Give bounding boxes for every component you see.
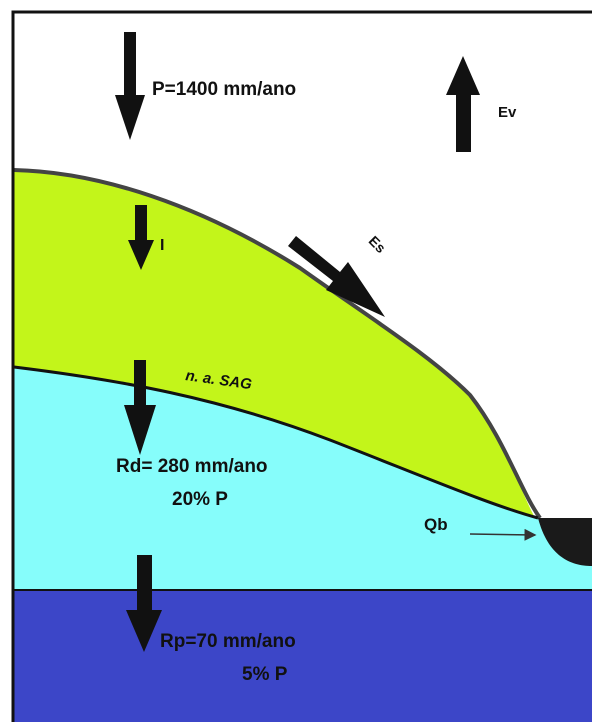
direct-recharge-label: Rd= 280 mm/ano [116,456,268,477]
deep-recharge-share: 5% P [242,664,288,685]
baseflow-arrow [470,534,535,535]
baseflow-label: Qb [424,515,448,534]
deep-recharge-label: Rp=70 mm/ano [160,631,296,652]
evaporation-label: Ev [498,104,517,121]
direct-recharge-share: 20% P [172,489,228,510]
page: {"labels": { "precipitation": "P=1400 mm… [0,0,592,722]
infiltration-label: I [160,237,164,254]
deep-layer [14,590,592,722]
diagram: P=1400 mm/ano Ev I Es n. a. SAG Rd= 280 … [0,0,592,722]
precipitation-label: P=1400 mm/ano [152,79,296,100]
